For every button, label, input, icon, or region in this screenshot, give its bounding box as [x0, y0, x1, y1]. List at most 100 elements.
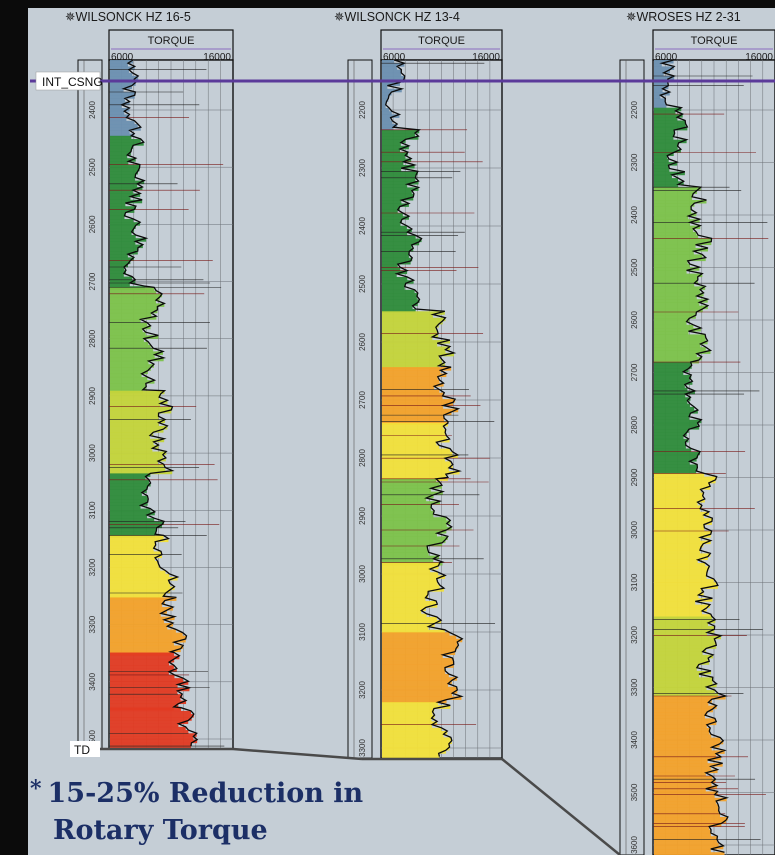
- torque-fill-3-5: [654, 683, 717, 688]
- torque-fill-2-3: [382, 405, 444, 410]
- torque-fill-2-4: [382, 422, 448, 427]
- depth-track-3: [619, 59, 645, 855]
- torque-fill-2-7: [382, 689, 458, 694]
- torque-fill-1-3: [110, 454, 163, 459]
- torque-fill-1-2: [110, 306, 158, 311]
- torque-fill-3-5: [654, 693, 719, 697]
- torque-fill-1-1: [110, 231, 132, 236]
- torque-fill-2-4: [382, 448, 450, 453]
- torque-fill-2-1: [382, 270, 408, 275]
- torque-fill-1-2: [110, 290, 157, 295]
- torque-fill-1-3: [110, 464, 164, 468]
- torque-fill-2-1: [382, 302, 418, 307]
- scale-min-label-1: 6000: [111, 52, 134, 63]
- torque-fill-3-3: [654, 442, 686, 446]
- torque-fill-3-3: [654, 371, 684, 376]
- torque-fill-3-4: [654, 553, 711, 557]
- depth-label-3-3000: 3000: [630, 521, 639, 539]
- torque-fill-2-7: [382, 651, 456, 656]
- torque-fill-2-8: [382, 724, 432, 729]
- track-header-3: [652, 29, 775, 61]
- torque-fill-3-6: [654, 708, 713, 713]
- well-name-3: ✵WROSES HZ 2-31: [626, 10, 741, 24]
- torque-fill-2-1: [382, 257, 413, 262]
- torque-fill-1-1: [110, 254, 128, 258]
- torque-fill-3-4: [654, 502, 698, 506]
- torque-fill-3-4: [654, 569, 708, 573]
- torque-fill-3-4: [654, 585, 718, 589]
- torque-fill-1-1: [110, 234, 136, 239]
- torque-fill-3-7: [654, 810, 719, 815]
- torque-fill-2-1: [382, 305, 413, 310]
- torque-fill-2-1: [382, 200, 402, 204]
- torque-fill-3-1: [654, 165, 669, 169]
- torque-fill-1-2: [110, 373, 142, 378]
- torque-fill-2-1: [382, 197, 414, 201]
- torque-fill-3-0: [654, 95, 661, 99]
- torque-fill-1-1: [110, 273, 124, 277]
- torque-fill-3-6: [654, 728, 711, 732]
- torque-fill-1-2: [110, 309, 158, 314]
- torque-fill-1-1: [110, 212, 126, 217]
- torque-fill-3-3: [654, 384, 685, 388]
- torque-fill-1-1: [110, 202, 126, 207]
- torque-fill-3-2: [654, 299, 708, 303]
- torque-fill-2-8: [382, 750, 446, 754]
- torque-fill-3-6: [654, 772, 706, 777]
- scale-max-label-1: 16000: [203, 52, 231, 63]
- torque-fill-1-2: [110, 351, 163, 355]
- torque-fill-1-6: [110, 613, 161, 617]
- torque-fill-1-2: [110, 386, 147, 391]
- torque-fill-3-6: [654, 779, 716, 783]
- torque-fill-1-2: [110, 322, 148, 327]
- torque-fill-3-0: [654, 66, 675, 70]
- torque-fill-2-6: [382, 565, 439, 570]
- torque-fill-3-6: [654, 699, 712, 703]
- torque-fill-3-5: [654, 654, 714, 659]
- torque-fill-2-5: [382, 526, 452, 531]
- torque-fill-3-6: [654, 753, 717, 758]
- torque-fill-1-3: [110, 393, 161, 398]
- torque-fill-2-1: [382, 171, 418, 175]
- torque-fill-1-2: [110, 383, 146, 387]
- torque-fill-2-5: [382, 517, 447, 521]
- torque-fill-2-1: [382, 245, 412, 249]
- torque-fill-3-2: [654, 232, 697, 236]
- td-label-bg: [70, 741, 100, 757]
- torque-fill-3-2: [654, 276, 698, 281]
- torque-fill-2-0: [382, 76, 405, 80]
- torque-fill-1-6: [110, 610, 167, 614]
- torque-fill-2-1: [382, 264, 398, 268]
- torque-fill-1-3: [110, 422, 159, 427]
- torque-fill-3-4: [654, 614, 711, 618]
- torque-fill-1-7: [110, 678, 183, 682]
- torque-fill-1-0: [110, 85, 132, 90]
- torque-fill-3-2: [654, 347, 706, 351]
- torque-fill-3-5: [654, 667, 697, 672]
- track-curve-label-2: TORQUE: [418, 35, 465, 47]
- torque-fill-3-3: [654, 438, 689, 443]
- torque-fill-3-4: [654, 595, 699, 599]
- depth-label-2-2500: 2500: [358, 275, 367, 293]
- torque-fill-2-2: [382, 314, 433, 318]
- depth-label-1-2400: 2400: [88, 101, 97, 119]
- depth-label-3-3200: 3200: [630, 626, 639, 644]
- torque-fill-3-2: [654, 296, 697, 300]
- torque-fill-2-4: [382, 467, 449, 472]
- torque-fill-3-1: [654, 168, 670, 172]
- torque-fill-2-5: [382, 546, 428, 550]
- torque-fill-3-6: [654, 702, 709, 706]
- torque-fill-1-3: [110, 403, 161, 408]
- torque-fill-3-5: [654, 661, 710, 665]
- torque-fill-2-1: [382, 277, 408, 281]
- depth-label-2-3200: 3200: [358, 681, 367, 699]
- torque-fill-2-0: [382, 72, 402, 77]
- torque-fill-3-3: [654, 416, 690, 420]
- torque-fill-3-7: [654, 849, 711, 853]
- torque-fill-3-5: [654, 670, 711, 675]
- torque-fill-2-7: [382, 673, 449, 678]
- torque-fill-3-4: [654, 518, 713, 522]
- torque-fill-2-5: [382, 523, 447, 528]
- torque-fill-1-4: [110, 479, 149, 484]
- torque-fill-3-6: [654, 712, 708, 716]
